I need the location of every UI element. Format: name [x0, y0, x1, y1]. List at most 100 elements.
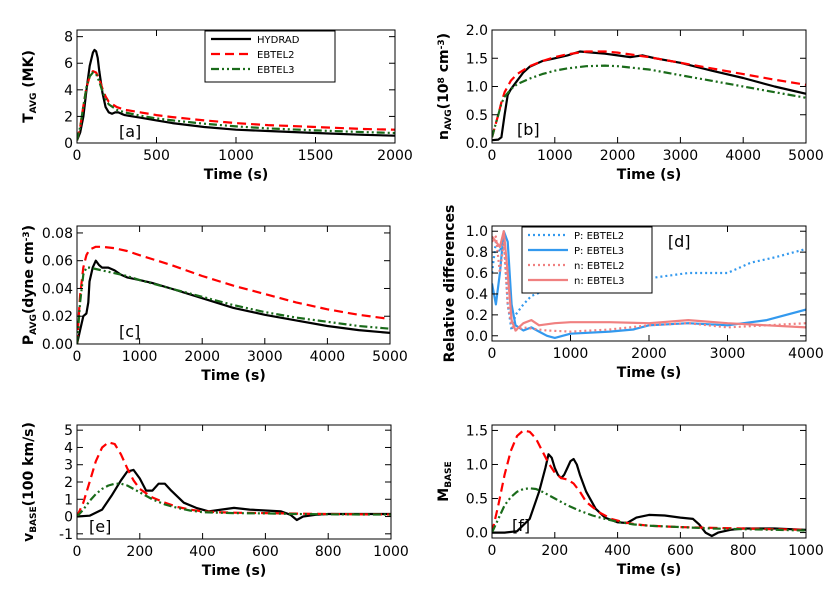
legend-box — [521, 226, 653, 294]
x-axis-label: Time (s) — [204, 167, 268, 183]
series-group — [77, 48, 395, 141]
x-tick-label: 0 — [73, 349, 82, 365]
y-tick-label: 0.2 — [466, 308, 488, 324]
panel-d: 0 1000 2000 3000 4000 0.0 0.2 0.4 0.6 0.8 1.0 Time … — [442, 205, 824, 381]
x-tick-label: 0 — [73, 544, 82, 560]
series-line-ebtel2 — [77, 245, 390, 344]
series-line-ebtel2 — [492, 429, 806, 533]
y-tick-label: 0.0 — [466, 329, 488, 345]
x-tick-label: 3000 — [710, 346, 746, 362]
y-tick-label: 0 — [64, 136, 73, 152]
x-tick-label: 200 — [541, 543, 568, 559]
x-tick-label: 2000 — [631, 346, 667, 362]
panel-f: 0 200 400 600 800 1000 0.0 0.5 1.0 1.5 Time (s) MBA… — [436, 423, 824, 578]
panel-label: [b] — [517, 120, 540, 139]
y-tick-label: 0.5 — [466, 108, 488, 124]
series-line-ebtel3 — [492, 487, 806, 534]
series-group — [77, 245, 390, 344]
x-tick-label: 500 — [143, 148, 170, 164]
y-axis-label: vBASE(100 km/s) — [21, 422, 39, 542]
y-tick-label: 1.0 — [466, 457, 488, 473]
legend: HYDRAD EBTEL2 EBTEL3 — [204, 30, 336, 83]
x-tick-label: 4000 — [725, 148, 761, 164]
x-tick-label: 800 — [730, 543, 757, 559]
x-tick-label: 4000 — [788, 346, 824, 362]
y-axis-label: TAVG (MK) — [21, 50, 39, 123]
axes-frame — [76, 225, 391, 345]
x-axis-label: Time (s) — [201, 368, 265, 384]
axes-frame — [76, 424, 392, 540]
y-tick-label: 2 — [64, 475, 73, 491]
x-tick-label: 4000 — [310, 349, 346, 365]
y-axis-label: nAVG(108 cm-3) — [436, 33, 454, 140]
y-tick-label: 0.08 — [42, 226, 73, 242]
series-group — [492, 429, 806, 538]
x-tick-label: 3000 — [663, 148, 699, 164]
series-line-n-ebtel2 — [492, 235, 806, 333]
panel-b: 0 1000 2000 3000 4000 5000 0.0 0.5 1.0 1.5 2.0 Time… — [436, 23, 824, 183]
panel-a: 0 500 1000 1500 2000 0 2 4 6 8 Time (s) TAVG (MK) [a… — [21, 29, 413, 183]
x-tick-label: 5000 — [788, 148, 824, 164]
y-tick-label: -1 — [59, 527, 73, 543]
series-line-n-ebtel3 — [492, 230, 806, 332]
legend-label: P: EBTEL3 — [574, 246, 624, 257]
series-line-hydrad — [77, 259, 390, 344]
x-tick-label: 0 — [73, 148, 82, 164]
panel-label: [f] — [512, 516, 530, 535]
legend-label: P: EBTEL2 — [574, 231, 624, 242]
x-axis-label: Time (s) — [202, 563, 266, 579]
series-line-ebtel3 — [77, 71, 395, 141]
y-tick-label: 0.02 — [42, 309, 73, 325]
y-tick-label: 2 — [64, 109, 73, 125]
y-tick-label: 5 — [64, 423, 73, 439]
y-tick-label: 0.06 — [42, 254, 73, 270]
y-axis-label: PAVG(dyne cm-3) — [21, 225, 39, 345]
panel-label: [a] — [119, 122, 141, 141]
y-tick-label: 3 — [64, 458, 73, 474]
y-tick-label: 0 — [64, 510, 73, 526]
legend-label: HYDRAD — [257, 35, 300, 46]
y-axis-label: Relative differences — [442, 205, 458, 363]
x-tick-label: 1500 — [298, 148, 334, 164]
x-tick-label: 1000 — [122, 349, 158, 365]
y-tick-label: 1.0 — [466, 224, 488, 240]
y-tick-label: 2.0 — [466, 23, 488, 39]
x-tick-label: 5000 — [372, 349, 408, 365]
x-tick-label: 2000 — [377, 148, 413, 164]
x-tick-label: 3000 — [247, 349, 283, 365]
series-line-ebtel2 — [77, 441, 391, 517]
series-line-ebtel3 — [77, 482, 391, 518]
panel-label: [d] — [668, 232, 691, 251]
y-tick-label: 0.5 — [466, 492, 488, 508]
y-tick-label: 4 — [64, 83, 73, 99]
series-group — [77, 441, 391, 522]
legend-label: n: EBTEL2 — [574, 261, 624, 272]
legend-label: n: EBTEL3 — [574, 276, 624, 287]
x-axis-label: Time (s) — [617, 167, 681, 183]
y-tick-label: 0.00 — [42, 337, 73, 353]
series-line-ebtel3 — [77, 266, 390, 344]
axes-frame — [491, 424, 807, 539]
x-tick-label: 0 — [488, 346, 497, 362]
panel-c: 0 1000 2000 3000 4000 5000 0.00 0.02 0.04 0.06 0.0… — [21, 225, 408, 384]
series-group — [492, 50, 806, 142]
x-tick-label: 400 — [604, 543, 631, 559]
legend: P: EBTEL2 P: EBTEL3 n: EBTEL2 n: EBTEL3 — [521, 226, 653, 294]
y-tick-label: 1.5 — [466, 423, 488, 439]
y-tick-label: 0.0 — [466, 526, 488, 542]
x-tick-label: 0 — [488, 543, 497, 559]
series-line-ebtel2 — [492, 50, 806, 138]
x-axis-label: Time (s) — [617, 365, 681, 381]
x-tick-label: 0 — [488, 148, 497, 164]
y-tick-label: 4 — [64, 440, 73, 456]
y-tick-label: 0.04 — [42, 281, 73, 297]
y-tick-label: 0.8 — [466, 245, 488, 261]
x-tick-label: 2000 — [184, 349, 220, 365]
x-tick-label: 1000 — [373, 544, 409, 560]
series-line-hydrad — [492, 453, 806, 538]
series-group — [492, 230, 806, 339]
series-line-hydrad — [77, 48, 395, 141]
y-tick-label: 1.0 — [466, 80, 488, 96]
y-tick-label: 1 — [64, 492, 73, 508]
